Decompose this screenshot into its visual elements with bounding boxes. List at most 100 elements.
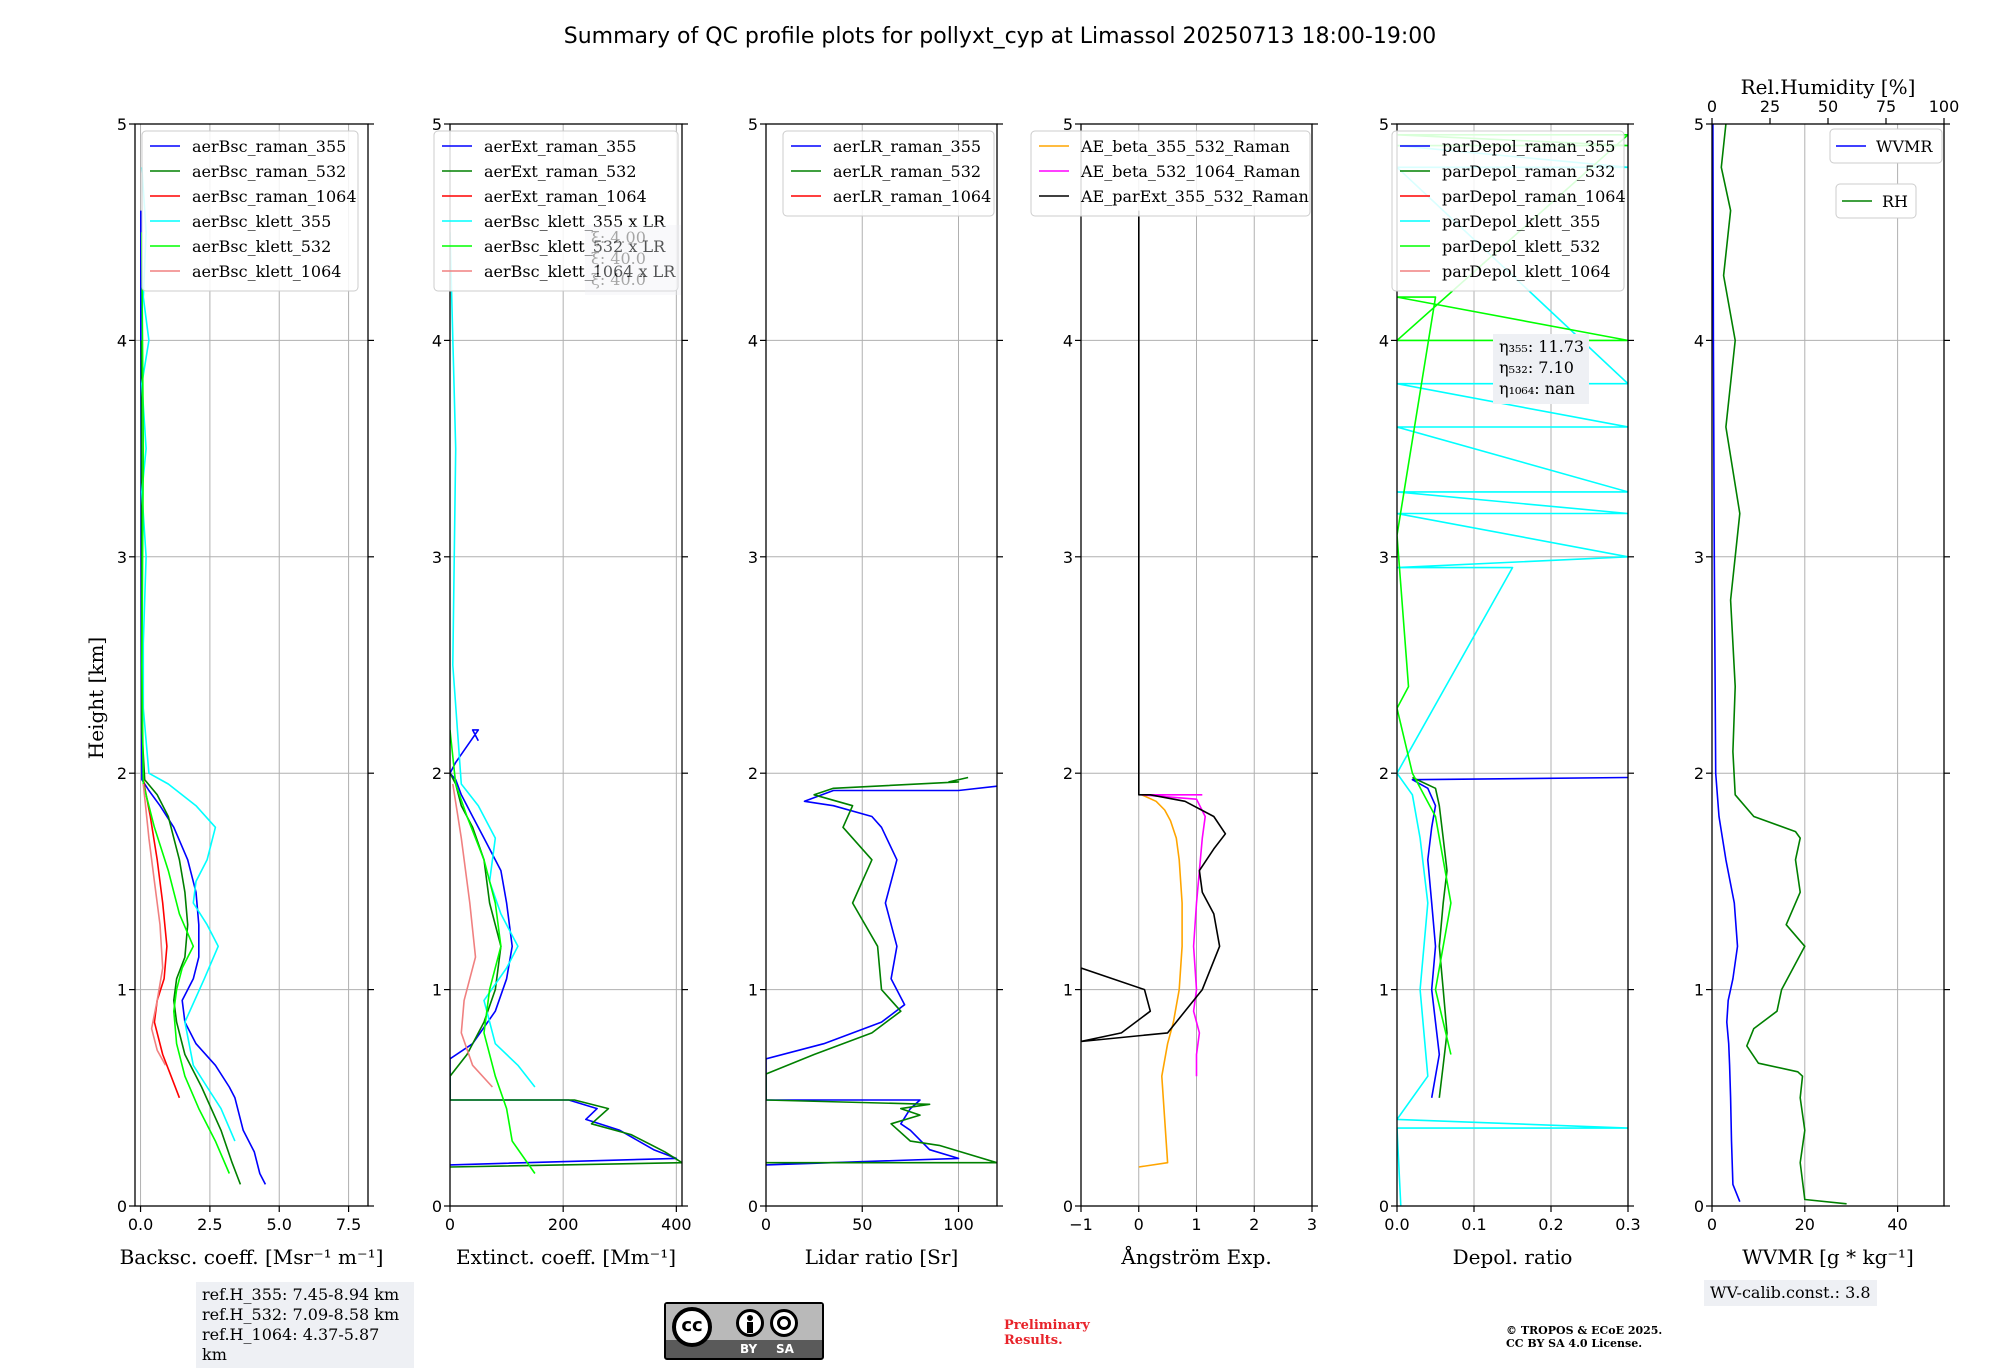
y-tick-label: 5 <box>117 115 127 134</box>
x-tick-label: 2.5 <box>197 1215 222 1234</box>
copyright-line-1: © TROPOS & ECoE 2025. <box>1506 1324 1663 1337</box>
annotation-line: ξ: 40.0 <box>591 249 646 268</box>
legend-box <box>433 130 679 292</box>
sa-label: SA <box>776 1342 794 1356</box>
axes-frame <box>1080 123 1313 1207</box>
series-line-rh <box>1720 124 1847 1205</box>
legend-label: aerBsc_klett_532 <box>192 237 331 256</box>
legend-label: aerLR_raman_355 <box>833 137 981 156</box>
x-tick-label: 1 <box>1191 1215 1201 1234</box>
legend-label: aerExt_raman_1064 <box>484 187 647 206</box>
legend-label: aerBsc_raman_1064 <box>192 187 357 206</box>
legend: parDepol_raman_355 parDepol_raman_532 parD… <box>1391 130 1626 292</box>
annotation-bg <box>585 225 681 295</box>
panel-1: 0.0 2.5 5.0 7.5 0 1 2 3 4 5 Backsc. coeff. [Msr⁻¹ … <box>117 115 384 1269</box>
legend-label: aerBsc_raman_532 <box>192 162 346 181</box>
series-line-aerbsc-raman-355 <box>140 210 267 1185</box>
x-tick-label: 2 <box>1249 1215 1259 1234</box>
y-tick-label: 0 <box>1063 1197 1073 1216</box>
ref-height-355: ref.H_355: 7.45-8.94 km <box>202 1285 400 1304</box>
x-tick-label: 0.1 <box>1461 1215 1486 1234</box>
legend: aerLR_raman_355 aerLR_raman_532 aerLR_rama… <box>782 130 995 217</box>
x-axis-label: Lidar ratio [Sr] <box>805 1245 959 1269</box>
legend-label: aerExt_raman_532 <box>484 162 637 181</box>
legend-label: aerLR_raman_1064 <box>833 187 991 206</box>
y-tick-label: 5 <box>432 115 442 134</box>
x2-tick-label: 25 <box>1760 97 1780 116</box>
y-tick-label: 5 <box>748 115 758 134</box>
y-tick-label: 4 <box>1694 331 1704 350</box>
legend: aerExt_raman_355 aerExt_raman_532 aerExt_r… <box>433 130 679 292</box>
legend-box <box>1835 183 1917 219</box>
x-tick-label: 0.0 <box>1384 1215 1409 1234</box>
series-line-aerext-raman-532 <box>450 772 682 1168</box>
series-group <box>450 232 682 1174</box>
series-group <box>1397 134 1628 1206</box>
preliminary-line-1: Preliminary <box>1004 1318 1090 1333</box>
legend: aerBsc_raman_355 aerBsc_raman_532 aerBsc_r… <box>141 130 359 292</box>
x-axis-label: Ångström Exp. <box>1120 1244 1271 1269</box>
y-tick-label: 1 <box>1063 981 1073 1000</box>
legend-label: AE_beta_355_532_Raman <box>1080 137 1290 156</box>
annotation-bg <box>1493 334 1589 404</box>
legend-label: parDepol_klett_355 <box>1442 212 1600 231</box>
y-tick-label: 5 <box>1694 115 1704 134</box>
legend-label: parDepol_raman_532 <box>1442 162 1615 181</box>
y-tick-label: 5 <box>1379 115 1389 134</box>
y-tick-label: 0 <box>117 1197 127 1216</box>
legend-label: aerBsc_klett_1064 <box>192 262 341 281</box>
series-group <box>1081 210 1227 1168</box>
legend-label: aerExt_raman_355 <box>484 137 637 156</box>
legend-label: aerBsc_raman_355 <box>192 137 346 156</box>
legend-label: parDepol_klett_1064 <box>1442 262 1611 281</box>
legend-label: aerBsc_klett_355 x LR <box>484 212 666 231</box>
axes-frame <box>765 123 998 1207</box>
wv-calibration-text: WV-calib.const.: 3.8 <box>1710 1283 1871 1302</box>
annotation-line: ξ: 40.0 <box>591 270 646 289</box>
y-tick-label: 3 <box>432 548 442 567</box>
x-tick-label: 0.3 <box>1615 1215 1640 1234</box>
legend-label: AE_beta_532_1064_Raman <box>1080 162 1300 181</box>
y-axis-label: Height [km] <box>84 637 108 759</box>
y-tick-label: 0 <box>1694 1197 1704 1216</box>
x-tick-label: 3 <box>1307 1215 1317 1234</box>
y-tick-label: 2 <box>432 764 442 783</box>
x-axis-label: Extinct. coeff. [Mm⁻¹] <box>456 1245 676 1269</box>
x2-axis-label: Rel.Humidity [%] <box>1741 75 1916 99</box>
series-line-aerbsc-klett-532-x-lr <box>450 729 536 1174</box>
axes-frame <box>134 123 369 1207</box>
x-tick-label: −1 <box>1069 1215 1093 1234</box>
annotation-line: ξ: 4.00 <box>591 228 646 247</box>
y-tick-label: 1 <box>748 981 758 1000</box>
annotation-line: η₅₃₂: 7.10 <box>1499 358 1574 377</box>
y-tick-label: 2 <box>1694 764 1704 783</box>
y-tick-label: 1 <box>1694 981 1704 1000</box>
legend-label: aerBsc_klett_1064 x LR <box>484 262 676 281</box>
y-tick-label: 3 <box>1379 548 1389 567</box>
annotation-box: η₃₅₅: 11.73 η₅₃₂: 7.10 η₁₀₆₄: nan <box>1493 334 1589 404</box>
legend-box <box>1030 130 1311 217</box>
series-line-aerlr-raman-532 <box>766 776 997 1164</box>
series-line-ae-parext-355-532-raman <box>1081 210 1227 1043</box>
y-tick-label: 1 <box>1379 981 1389 1000</box>
legend-box <box>1391 130 1625 292</box>
x2-tick-label: 100 <box>1929 97 1960 116</box>
y-tick-label: 2 <box>117 764 127 783</box>
y-tick-label: 1 <box>432 981 442 1000</box>
x-tick-label: 0 <box>445 1215 455 1234</box>
series-line-aerbsc-klett-355 <box>141 167 236 1142</box>
y-tick-label: 2 <box>1063 764 1073 783</box>
reference-heights-box: ref.H_355: 7.45-8.94 km ref.H_532: 7.09-… <box>196 1282 414 1368</box>
series-line-pardepol-raman-532 <box>1412 776 1448 1098</box>
by-label: BY <box>740 1342 758 1356</box>
series-line-pardepol-klett-355 <box>1397 144 1628 1206</box>
x-tick-label: 0.0 <box>128 1215 153 1234</box>
y-tick-label: 2 <box>1379 764 1389 783</box>
attribution-icon <box>736 1309 764 1337</box>
series-line-aerbsc-raman-1064 <box>142 779 181 1099</box>
x-axis-label: Depol. ratio <box>1453 1245 1573 1269</box>
preliminary-notice: Preliminary Results. <box>1004 1318 1090 1348</box>
legend-label: parDepol_raman_1064 <box>1442 187 1626 206</box>
